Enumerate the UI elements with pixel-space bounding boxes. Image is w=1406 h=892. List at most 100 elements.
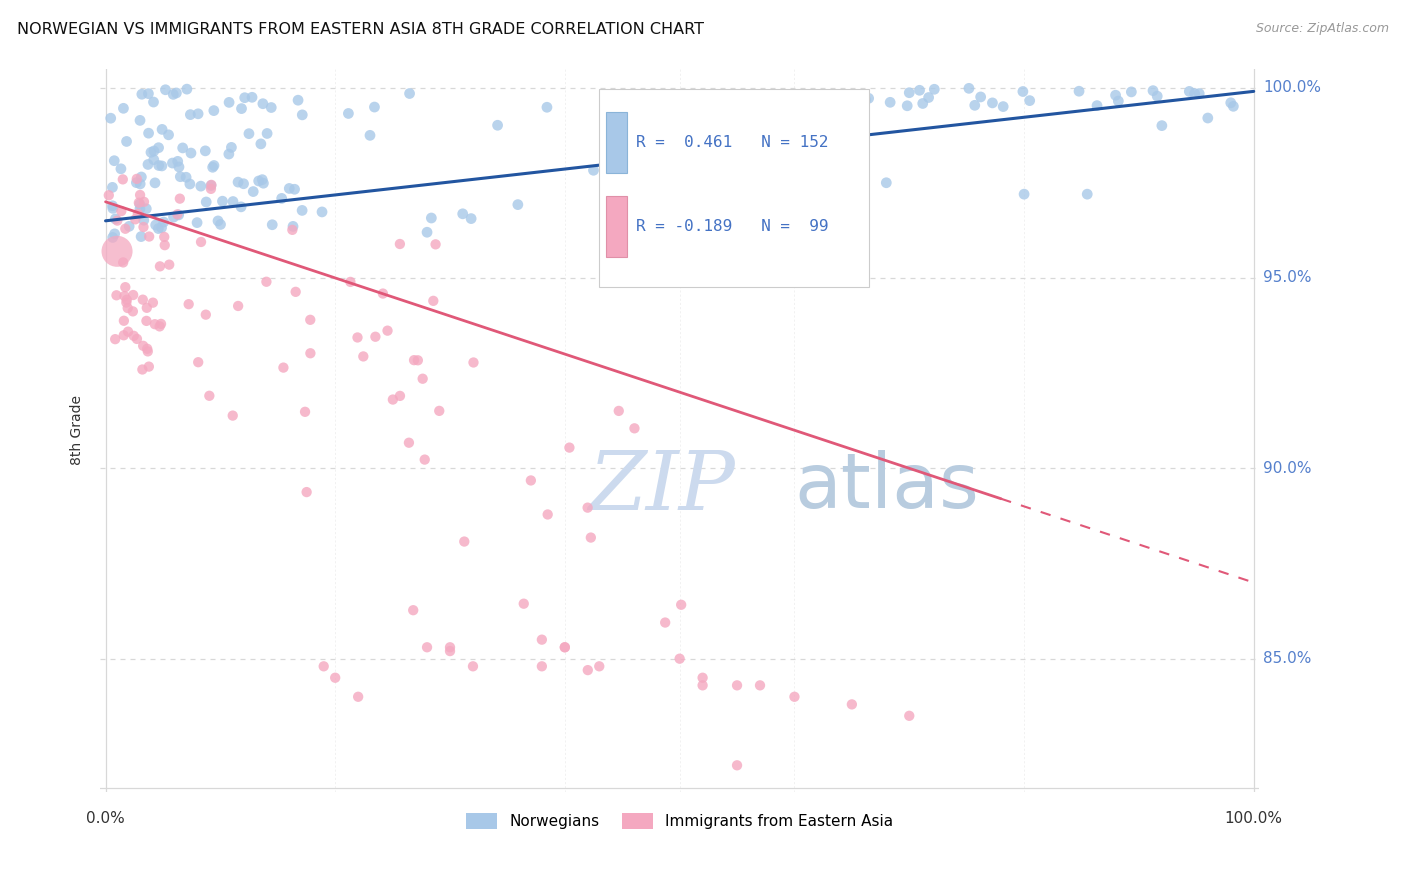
Point — [312, 659, 335, 673]
Point — [908, 83, 931, 97]
Point — [155, 83, 177, 97]
Point — [101, 199, 124, 213]
Text: 0.0%: 0.0% — [86, 811, 125, 826]
Point — [299, 313, 322, 327]
Point — [104, 227, 127, 241]
Point — [129, 229, 152, 244]
Point — [963, 98, 986, 112]
Point — [506, 197, 529, 211]
Point — [118, 219, 141, 234]
Point — [176, 82, 198, 96]
Point — [112, 328, 135, 343]
Point — [530, 659, 553, 673]
Point — [623, 421, 645, 435]
Point — [1146, 89, 1168, 103]
Point — [129, 188, 152, 202]
Text: 95.0%: 95.0% — [1263, 270, 1312, 285]
Point — [135, 202, 157, 216]
Point — [796, 89, 818, 103]
Point — [143, 317, 166, 331]
Point — [398, 87, 420, 101]
Point — [402, 603, 425, 617]
Point — [229, 200, 252, 214]
Point — [177, 297, 200, 311]
Point — [148, 221, 170, 235]
Point — [841, 698, 863, 712]
Point — [240, 90, 263, 104]
Point — [105, 288, 128, 302]
Point — [180, 146, 202, 161]
Point — [439, 640, 461, 655]
Point — [270, 191, 292, 205]
Point — [1107, 94, 1129, 108]
Point — [969, 90, 991, 104]
Point — [101, 202, 124, 216]
Point — [416, 640, 439, 655]
Point — [247, 174, 270, 188]
Point — [114, 289, 136, 303]
Point — [588, 659, 610, 673]
Point — [117, 301, 139, 315]
Point — [112, 314, 135, 328]
Point — [451, 207, 474, 221]
Point — [150, 122, 173, 136]
Point — [844, 98, 866, 112]
Point — [311, 205, 333, 219]
Point — [169, 169, 191, 184]
Point — [875, 176, 897, 190]
Point — [122, 304, 145, 318]
Point — [142, 295, 165, 310]
Bar — [606, 196, 627, 257]
Point — [254, 275, 277, 289]
Point — [725, 678, 748, 692]
Point — [117, 325, 139, 339]
Point — [536, 100, 558, 114]
Point — [1222, 99, 1244, 113]
Text: R =  0.461   N = 152: R = 0.461 N = 152 — [636, 136, 828, 150]
Point — [337, 106, 360, 120]
Point — [136, 342, 159, 356]
Point — [169, 192, 191, 206]
Point — [112, 255, 135, 269]
Point — [252, 96, 274, 111]
Point — [124, 212, 146, 227]
Point — [226, 175, 249, 189]
Point — [187, 107, 209, 121]
Point — [924, 82, 946, 96]
Point — [346, 330, 368, 344]
Point — [260, 101, 283, 115]
Point — [1197, 111, 1219, 125]
Point — [209, 218, 232, 232]
Point — [749, 678, 772, 692]
Point — [129, 202, 152, 216]
Point — [256, 127, 278, 141]
Point — [273, 360, 295, 375]
Point — [537, 508, 560, 522]
Point — [157, 258, 180, 272]
Point — [114, 221, 136, 235]
Point — [105, 244, 128, 259]
Point — [1012, 187, 1035, 202]
Point — [162, 210, 184, 224]
Point — [554, 640, 576, 655]
Point — [1184, 87, 1206, 101]
Point — [786, 91, 808, 105]
Point — [858, 91, 880, 105]
Point — [486, 118, 509, 132]
Point — [692, 671, 714, 685]
Point — [211, 194, 233, 209]
Point — [103, 153, 125, 168]
Point — [388, 389, 411, 403]
Point — [554, 640, 576, 655]
Point — [1104, 88, 1126, 103]
Point — [112, 101, 135, 115]
Point — [226, 299, 249, 313]
Point — [347, 690, 370, 704]
Legend: Norwegians, Immigrants from Eastern Asia: Norwegians, Immigrants from Eastern Asia — [460, 806, 898, 835]
Point — [142, 153, 165, 167]
Point — [1178, 84, 1201, 98]
Point — [725, 758, 748, 772]
Point — [138, 126, 160, 140]
Point — [841, 90, 863, 104]
Point — [668, 651, 690, 665]
